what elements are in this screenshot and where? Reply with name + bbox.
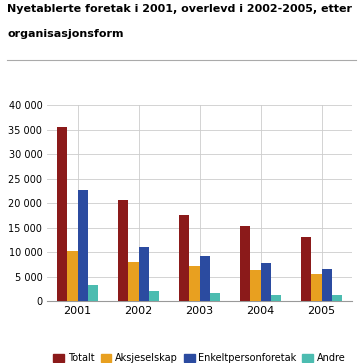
Text: organisasjonsform: organisasjonsform [7,29,124,39]
Bar [67,251,78,301]
Bar [78,190,88,301]
Bar [240,226,250,301]
Bar [322,269,332,301]
Bar [149,291,159,301]
Bar [88,285,98,301]
Bar [271,295,281,301]
Bar [179,215,189,301]
Bar [128,262,139,301]
Bar [301,237,311,301]
Bar [210,293,220,301]
Bar [332,295,342,301]
Bar [118,200,128,301]
Legend: Totalt, Aksjeselskap, Enkeltpersonforetak, Andre: Totalt, Aksjeselskap, Enkeltpersonforeta… [50,349,350,363]
Bar [250,270,261,301]
Bar [189,266,200,301]
Bar [200,256,210,301]
Bar [311,274,322,301]
Text: Nyetablerte foretak i 2001, overlevd i 2002-2005, etter: Nyetablerte foretak i 2001, overlevd i 2… [7,4,352,14]
Bar [261,263,271,301]
Bar [139,247,149,301]
Bar [57,127,67,301]
